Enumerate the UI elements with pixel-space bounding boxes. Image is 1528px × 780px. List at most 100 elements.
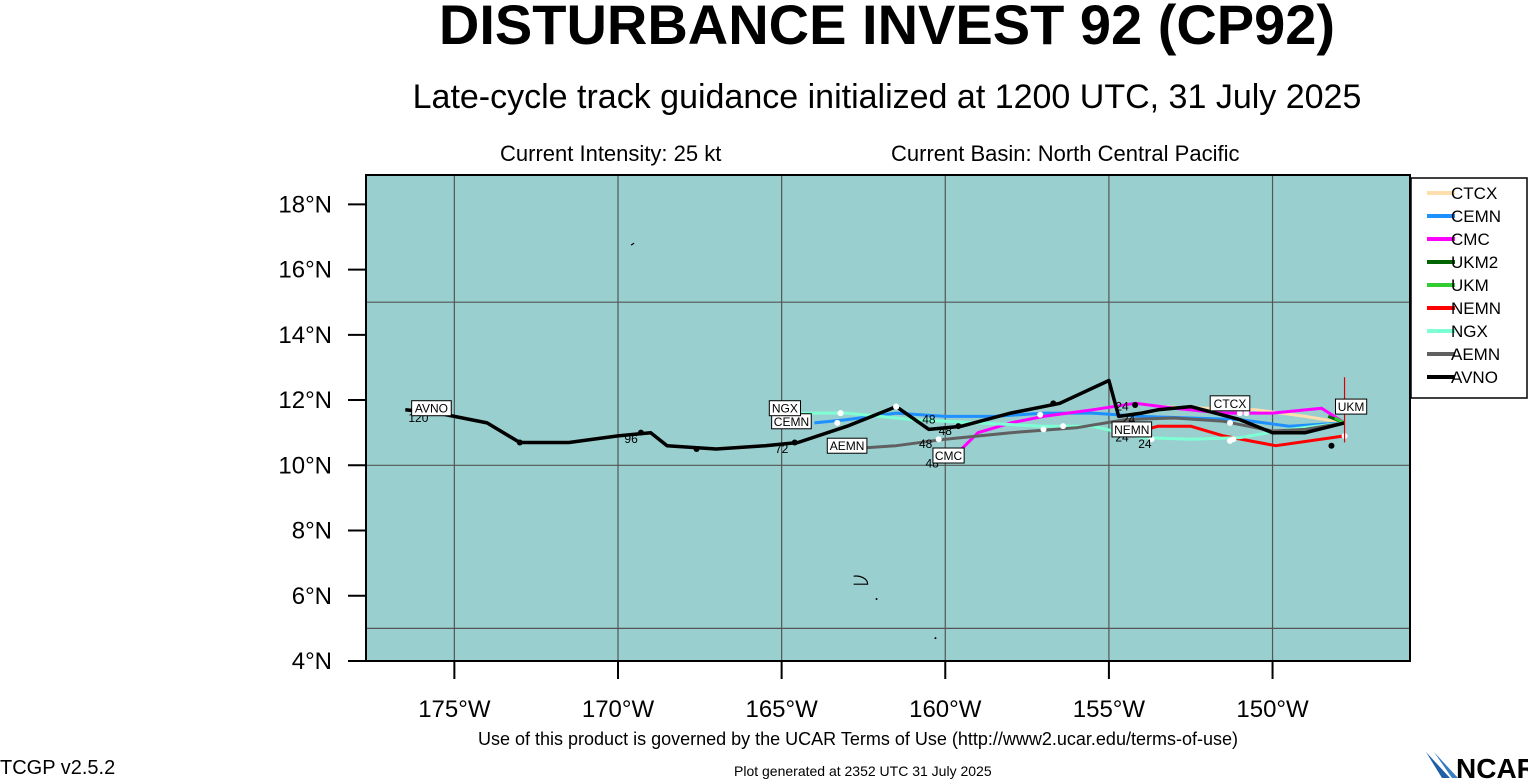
x-tick-label: 175°W [418,696,491,723]
model-label-cmc: CMC [932,447,965,464]
legend-label: CTCX [1451,184,1497,203]
model-label-ukm: UKM [1334,398,1368,415]
model-label-text: CEMN [774,415,809,429]
legend-item-ukm: UKM [1427,276,1489,295]
legend-label: CMC [1451,230,1490,249]
model-label-box [826,437,868,454]
track-point [893,403,900,410]
track-point-avno [637,429,644,436]
forecast-hour-label: 72 [775,442,789,456]
model-label-nemn: NEMN [1111,421,1153,438]
track-point-nemn [1148,436,1155,443]
legend-item-cmc: CMC [1427,230,1490,249]
track-point-ngx [1060,423,1067,430]
forecast-hour-label: 48 [919,437,933,451]
current-basin: Current Basin: North Central Pacific [891,141,1240,166]
legend-item-nemn: NEMN [1427,299,1501,318]
model-label-box [411,400,452,417]
chart-title: DISTURBANCE INVEST 92 (CP92) [438,0,1336,56]
track-point-avno [791,439,798,446]
track-point-ngx [1040,426,1047,433]
track-point-ctcx [1243,410,1250,417]
legend-item-aemn: AEMN [1427,345,1500,364]
legend-label: UKM [1451,276,1489,295]
ncar-logo: NCAR [1426,752,1528,780]
x-tick-label: 160°W [909,696,982,723]
forecast-hour-label: 24 [1115,400,1129,414]
model-label-box [1111,421,1153,438]
model-label-text: CMC [935,449,963,463]
track-point-avno [1132,401,1139,408]
plot-frame [365,174,1411,662]
version-label: TCGP v2.5.2 [0,757,116,779]
y-tick-label: 14°N [278,322,332,349]
x-tick-label: 170°W [582,696,655,723]
track-point [1037,411,1044,418]
model-label-ctcx: CTCX [1209,395,1251,412]
track-line-avno [405,378,1345,451]
model-label-text: AEMN [830,439,865,453]
y-tick-label: 10°N [278,452,332,479]
island-outline [630,242,635,246]
track-point-avno [1328,442,1335,449]
forecast-hour-label: 48 [939,424,953,438]
track-point-avno [516,439,523,446]
y-tick-label: 12°N [278,387,332,414]
track-point [1236,410,1243,417]
track-line-nemn [1134,424,1345,448]
y-tick-label: 6°N [292,583,332,610]
y-tick-label: 8°N [292,518,332,545]
legend-label: UKM2 [1451,253,1498,272]
track-point-cemn [834,419,841,426]
model-label-text: NEMN [1114,423,1149,437]
x-tick-label: 155°W [1073,696,1146,723]
chart-subtitle: Late-cycle track guidance initialized at… [412,78,1362,116]
legend-label: AEMN [1451,345,1500,364]
track-point-avno [693,445,700,452]
forecast-hour-label: 96 [624,432,638,446]
ncar-logo-text: NCAR [1456,753,1528,780]
island-outline [853,575,869,585]
axes: 4°N 6°N 8°N 10°N 12°N 14°N 16°N 18°N 175°W 170°W 1… [278,191,1309,723]
y-tick-label: 4°N [292,648,332,675]
legend-label: NEMN [1451,299,1501,318]
y-tick-label: 18°N [278,191,332,218]
legend-label: AVNO [1451,368,1498,387]
model-label-box [768,400,802,417]
x-tick-label: 165°W [745,696,818,723]
legend-item-ngx: NGX [1427,322,1488,341]
model-label-box [1209,395,1251,412]
legend-item-ukm2: UKM2 [1427,253,1498,272]
model-label-cemn: CEMN [771,413,812,430]
legend-item-ctcx: CTCX [1427,184,1497,203]
forecast-hour-label: 24 [1138,437,1152,451]
island-outline [875,598,878,601]
y-tick-label: 16°N [278,257,332,284]
model-label-aemn: AEMN [826,437,868,454]
island-outline [934,637,937,640]
model-label-text: CTCX [1214,397,1247,411]
model-label-box [932,447,965,464]
legend-item-cemn: CEMN [1427,207,1501,226]
track-line-aemn [846,416,1345,451]
current-intensity: Current Intensity: 25 kt [500,141,722,166]
forecast-hour-label: 48 [922,413,936,427]
track-point-aemn [935,436,942,443]
track-point-avno [955,423,962,430]
model-label-text: UKM [1338,400,1365,414]
model-label-ngx: NGX [768,400,802,417]
model-label-box [1334,398,1368,415]
generated-timestamp: Plot generated at 2352 UTC 31 July 2025 [734,763,992,779]
ncar-swoosh-icon [1426,752,1458,778]
x-tick-label: 150°W [1236,696,1309,723]
track-point [1227,437,1233,444]
model-label-text: NGX [772,402,798,416]
track-point-cemn [1227,419,1233,426]
track-point-avno [1050,400,1057,407]
track-point [837,410,844,417]
model-label-text: AVNO [415,402,448,416]
terms-of-use: Use of this product is governed by the U… [478,729,1238,749]
